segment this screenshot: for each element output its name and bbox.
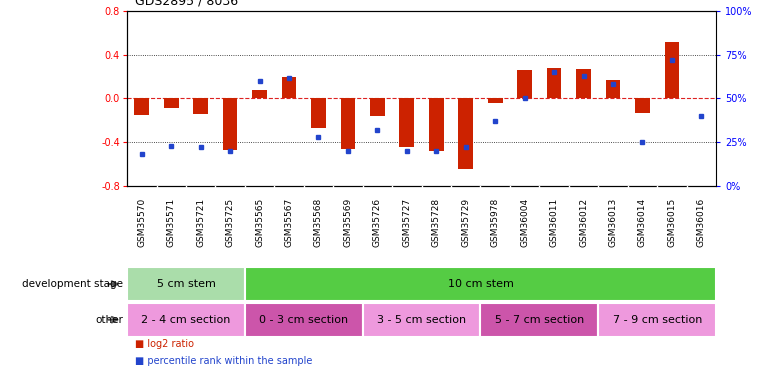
Text: development stage: development stage (22, 279, 123, 289)
Text: GSM36015: GSM36015 (668, 198, 676, 247)
Bar (576, 69, 591, 99)
Text: GSM35726: GSM35726 (373, 198, 382, 247)
Text: GDS2895 / 8036: GDS2895 / 8036 (135, 0, 238, 8)
Text: GSM35728: GSM35728 (432, 198, 440, 247)
Bar (223, 99, 237, 150)
Bar (458, 99, 473, 169)
Bar (606, 80, 621, 99)
Bar (340, 99, 355, 148)
Text: GSM35565: GSM35565 (255, 198, 264, 247)
Bar (282, 76, 296, 99)
Text: GSM35571: GSM35571 (167, 198, 176, 247)
Text: GSM35725: GSM35725 (226, 198, 235, 247)
Text: GSM35567: GSM35567 (285, 198, 293, 247)
Bar (135, 99, 149, 115)
Text: 3 - 5 cm section: 3 - 5 cm section (377, 315, 466, 325)
Text: ■ percentile rank within the sample: ■ percentile rank within the sample (135, 356, 312, 366)
Text: 10 cm stem: 10 cm stem (447, 279, 514, 289)
Bar (164, 99, 179, 108)
Bar (245, 303, 363, 337)
Bar (245, 267, 716, 301)
Bar (127, 303, 245, 337)
Text: GSM36004: GSM36004 (521, 198, 529, 247)
Text: GSM35568: GSM35568 (314, 198, 323, 247)
Text: 0 - 3 cm section: 0 - 3 cm section (259, 315, 348, 325)
Bar (488, 99, 503, 103)
Bar (370, 99, 385, 116)
Text: 7 - 9 cm section: 7 - 9 cm section (612, 315, 702, 325)
Bar (253, 90, 267, 99)
Text: 5 - 7 cm section: 5 - 7 cm section (495, 315, 584, 325)
Bar (598, 303, 716, 337)
Text: GSM35978: GSM35978 (490, 198, 500, 247)
Text: GSM35729: GSM35729 (461, 198, 470, 247)
Text: ■ log2 ratio: ■ log2 ratio (135, 339, 194, 350)
Bar (193, 99, 208, 114)
Text: GSM36012: GSM36012 (579, 198, 588, 247)
Bar (400, 99, 414, 147)
Bar (635, 99, 650, 112)
Text: GSM36011: GSM36011 (550, 198, 558, 247)
Bar (665, 42, 679, 99)
Text: 2 - 4 cm section: 2 - 4 cm section (141, 315, 231, 325)
Bar (311, 99, 326, 128)
Text: GSM35721: GSM35721 (196, 198, 205, 247)
Text: other: other (95, 315, 123, 325)
Text: GSM35569: GSM35569 (343, 198, 353, 247)
Text: GSM36014: GSM36014 (638, 198, 647, 247)
Bar (127, 267, 245, 301)
Text: GSM36016: GSM36016 (697, 198, 706, 247)
Bar (363, 303, 480, 337)
Text: GSM35727: GSM35727 (403, 198, 411, 247)
Bar (547, 68, 561, 99)
Bar (480, 303, 598, 337)
Text: GSM36013: GSM36013 (608, 198, 618, 247)
Bar (517, 70, 532, 99)
Text: 5 cm stem: 5 cm stem (156, 279, 216, 289)
Bar (429, 99, 444, 151)
Text: GSM35570: GSM35570 (137, 198, 146, 247)
